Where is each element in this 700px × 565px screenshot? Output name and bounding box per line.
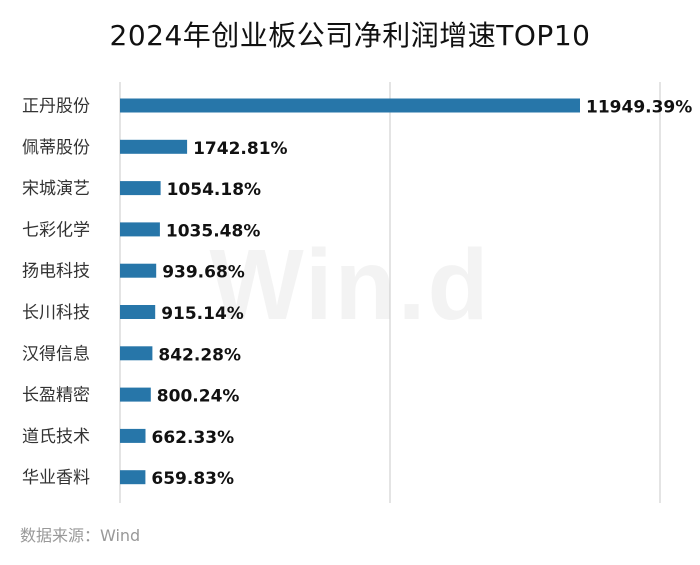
value-label-7: 800.24% — [157, 387, 240, 407]
value-label-1: 1742.81% — [193, 139, 287, 159]
value-label-0: 11949.39% — [586, 98, 692, 118]
value-label-9: 659.83% — [151, 469, 234, 489]
bar-2 — [120, 181, 161, 196]
data-source: 数据来源：Wind — [20, 526, 141, 545]
category-label-9: 华业香料 — [22, 468, 90, 488]
category-label-8: 道氏技术 — [22, 427, 90, 447]
category-label-0: 正丹股份 — [22, 97, 90, 117]
value-label-3: 1035.48% — [166, 221, 260, 241]
value-label-8: 662.33% — [152, 428, 235, 448]
bar-8 — [120, 428, 146, 443]
category-label-5: 长川科技 — [22, 303, 90, 323]
bar-3 — [120, 222, 160, 237]
value-label-2: 1054.18% — [167, 180, 261, 200]
category-label-6: 汉得信息 — [22, 344, 90, 364]
value-label-4: 939.68% — [162, 263, 245, 283]
value-labels: 11949.39% 1742.81% 1054.18% 1035.48% 939.68%… — [151, 98, 692, 490]
category-label-4: 扬电科技 — [22, 262, 90, 282]
chart-title: 2024年创业板公司净利润增速TOP10 — [109, 19, 591, 52]
bar-5 — [120, 305, 156, 319]
value-label-6: 842.28% — [158, 345, 241, 365]
bar-1 — [120, 139, 188, 154]
category-label-2: 宋城演艺 — [22, 179, 90, 199]
bar-6 — [120, 346, 153, 361]
category-label-3: 七彩化学 — [22, 220, 90, 240]
bar-4 — [120, 263, 157, 278]
bars — [120, 98, 580, 485]
category-label-1: 佩蒂股份 — [22, 138, 90, 158]
category-label-7: 长盈精密 — [22, 386, 90, 406]
bar-9 — [120, 470, 146, 485]
value-label-5: 915.14% — [161, 304, 244, 324]
bar-7 — [120, 387, 151, 402]
bar-0 — [120, 98, 580, 113]
